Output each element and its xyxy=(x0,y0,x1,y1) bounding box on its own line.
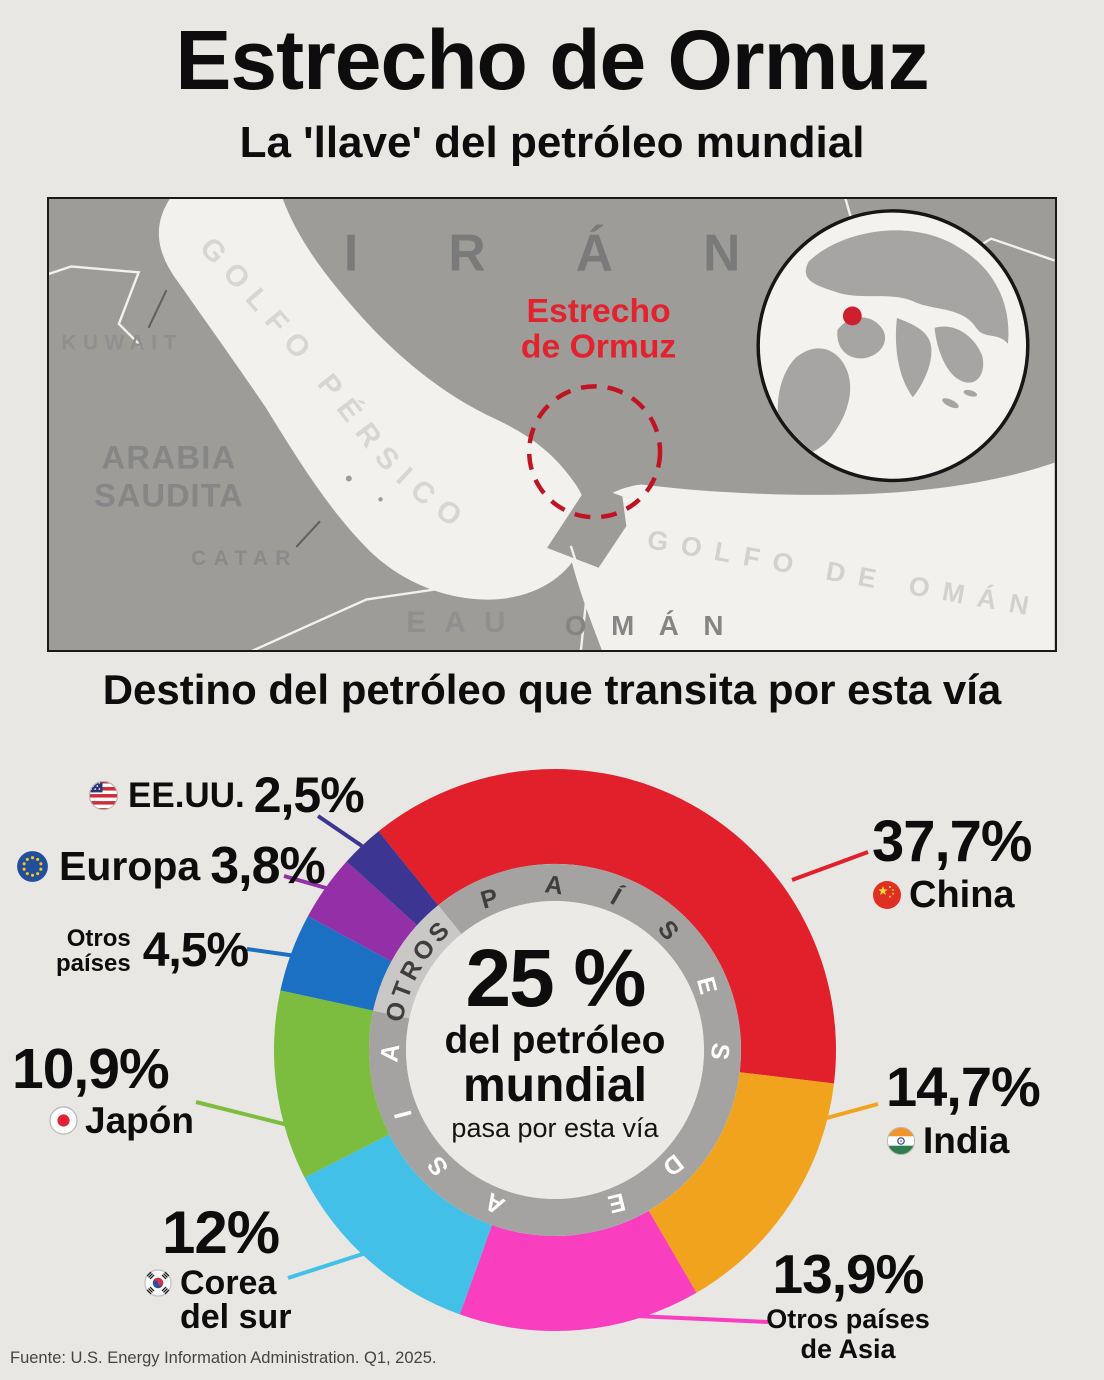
callout-line-Europa xyxy=(283,874,327,890)
percent-value: 2,5% xyxy=(253,767,365,823)
catar-pointer-line xyxy=(295,520,321,548)
percent-value: 4,5% xyxy=(142,924,249,978)
percent-value: 37,7% xyxy=(872,809,1032,874)
callout-line-Otros países xyxy=(246,947,297,958)
country-name: India xyxy=(923,1120,1010,1162)
strait-label-line2: de Ormuz xyxy=(521,328,676,366)
south-korea-flag-icon xyxy=(144,1269,172,1297)
gulf-of-oman-water xyxy=(566,462,1055,650)
label-otros-asia: 13,9% Otros países de Asia xyxy=(758,1243,938,1365)
map-label-eau: EAU xyxy=(406,606,505,639)
region-map: IRÁN KUWAIT GOLFO PÉRSICO ARABIA SAUDITA… xyxy=(47,197,1057,652)
percent-value: 3,8% xyxy=(210,837,326,895)
callout-line-India xyxy=(811,1102,879,1124)
source-note: Fuente: U.S. Energy Information Administ… xyxy=(10,1349,437,1367)
india-flag-icon xyxy=(886,1126,916,1155)
country-name: Corea del sur xyxy=(180,1264,292,1336)
globe-inset xyxy=(756,209,1030,483)
label-otros-paises: Otros países 4,5% xyxy=(56,924,249,978)
island-dot xyxy=(378,497,383,502)
callout-line-EE.UU. xyxy=(316,814,364,848)
map-label-catar: CATAR xyxy=(191,547,290,570)
label-corea: 12% Corea del sur xyxy=(144,1199,292,1336)
callout-line-Japón xyxy=(195,1100,293,1128)
percent-value: 10,9% xyxy=(12,1037,170,1101)
page-title: Estrecho de Ormuz xyxy=(175,13,929,107)
persian-gulf-water xyxy=(158,199,588,600)
donut-chart: PAÍ S E S DE ASIA OTROS 25 % del petróleo mu… xyxy=(0,740,1104,1380)
donut-slice-EE.UU. xyxy=(346,831,439,926)
country-name: EE.UU. xyxy=(128,776,245,816)
island-dot xyxy=(345,475,352,482)
donut-slice-Otros países de Asia xyxy=(459,1210,697,1332)
strait-location-dot xyxy=(842,306,862,326)
donut-slice-India xyxy=(648,1072,834,1293)
japan-flag-icon xyxy=(49,1106,78,1135)
qatar-peninsula xyxy=(295,499,328,557)
donut-slice-China xyxy=(378,769,837,1084)
donut-slice-Otros países xyxy=(280,916,392,1011)
us-flag-icon xyxy=(88,781,119,811)
country-name: Europa xyxy=(59,843,201,890)
ring-segment-otros xyxy=(373,905,462,1019)
chart-title: Destino del petróleo que transita por es… xyxy=(102,666,1002,713)
percent-value: 12% xyxy=(162,1199,280,1266)
donut-slice-Corea del sur xyxy=(304,1134,492,1315)
kuwait-pointer-line xyxy=(147,289,168,329)
map-label-arabia-1: ARABIA xyxy=(101,439,235,476)
donut-center-circle xyxy=(406,901,704,1199)
label-china: 37,7% China xyxy=(872,809,1032,917)
strait-dashed-circle xyxy=(526,384,663,520)
page-subtitle: La 'llave' del petróleo mundial xyxy=(239,118,865,167)
label-japon: 10,9% Japón xyxy=(12,1037,194,1142)
country-name: Otros países de Asia xyxy=(766,1304,930,1364)
callout-line-Corea del sur xyxy=(287,1249,373,1280)
callout-line-China xyxy=(791,850,869,882)
strait-label-line1: Estrecho xyxy=(527,292,671,330)
callout-line-Otros países de Asia xyxy=(635,1314,769,1324)
eu-flag-icon xyxy=(17,851,48,883)
country-name: Japón xyxy=(85,1100,194,1142)
percent-value: 13,9% xyxy=(772,1243,925,1305)
map-label-arabia-2: SAUDITA xyxy=(94,476,243,513)
label-india: 14,7% India xyxy=(886,1055,1041,1162)
label-europa: Europa 3,8% xyxy=(16,837,326,895)
musandam-peninsula xyxy=(547,484,627,568)
map-svg: IRÁN KUWAIT GOLFO PÉRSICO ARABIA SAUDITA… xyxy=(49,199,1055,650)
percent-value: 14,7% xyxy=(886,1055,1041,1118)
donut-slice-Japón xyxy=(273,990,390,1178)
country-name: China xyxy=(909,874,1015,917)
donut-slice-Europa xyxy=(307,861,417,962)
label-eeuu: EE.UU. 2,5% xyxy=(88,767,365,823)
country-name: Otros países xyxy=(56,925,131,978)
globe-landmasses xyxy=(777,230,1009,454)
china-flag-icon xyxy=(873,881,901,910)
